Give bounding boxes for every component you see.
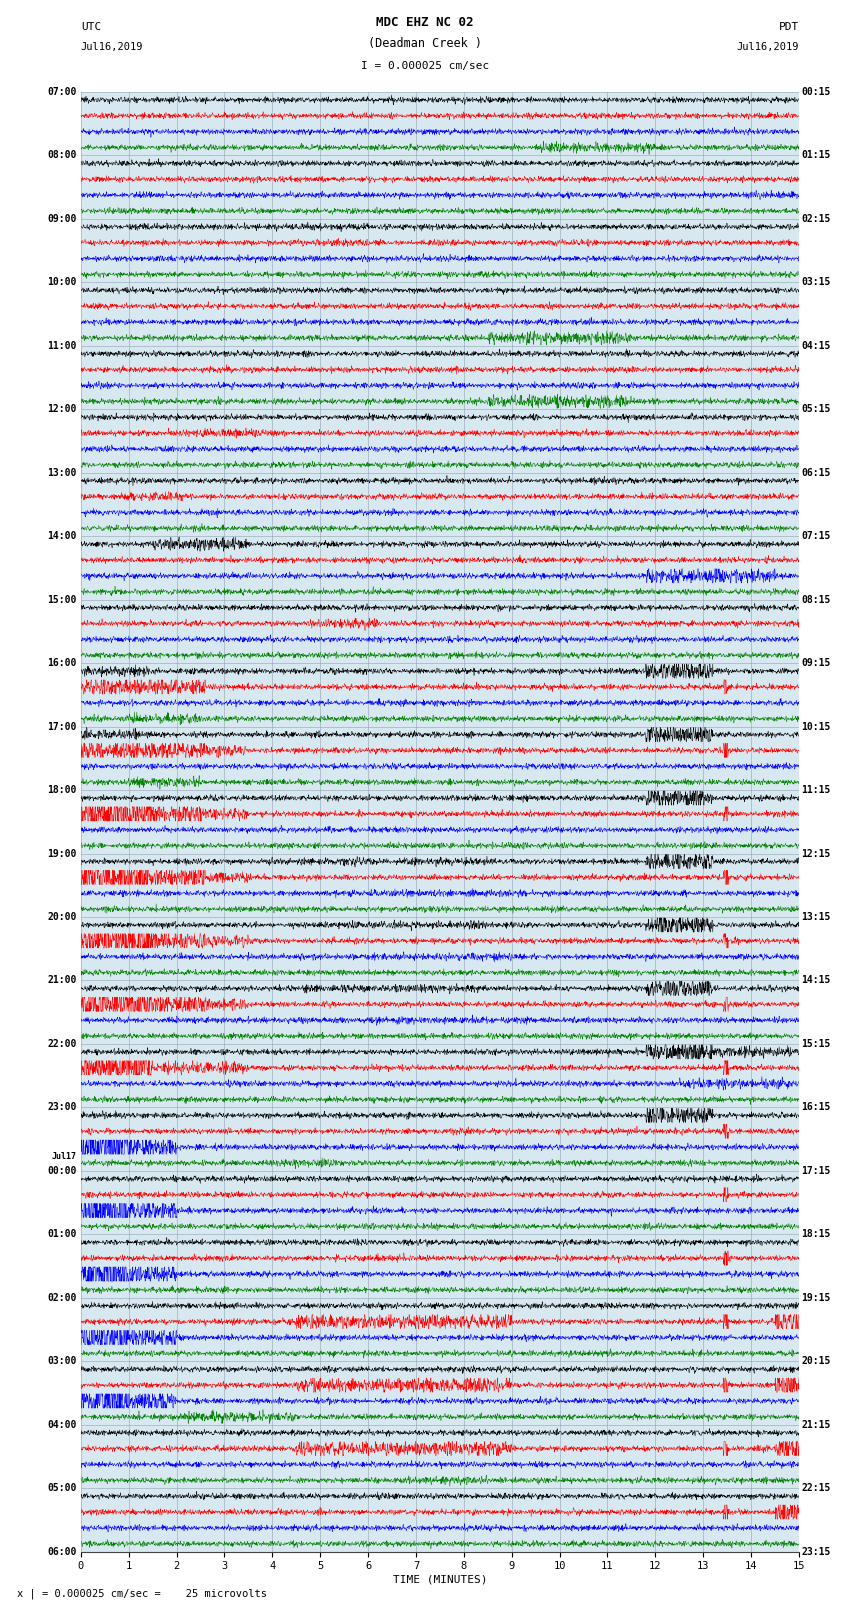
Text: MDC EHZ NC 02: MDC EHZ NC 02 — [377, 16, 473, 29]
Text: 22:00: 22:00 — [47, 1039, 76, 1048]
Text: x | = 0.000025 cm/sec =    25 microvolts: x | = 0.000025 cm/sec = 25 microvolts — [17, 1589, 267, 1598]
Text: 14:15: 14:15 — [802, 976, 831, 986]
Text: 00:00: 00:00 — [47, 1166, 76, 1176]
Text: 03:00: 03:00 — [47, 1357, 76, 1366]
Text: 07:00: 07:00 — [47, 87, 76, 97]
Text: UTC: UTC — [81, 23, 101, 32]
Text: 21:00: 21:00 — [47, 976, 76, 986]
Text: 12:00: 12:00 — [47, 405, 76, 415]
Text: 05:15: 05:15 — [802, 405, 831, 415]
Text: 21:15: 21:15 — [802, 1419, 831, 1429]
Text: PDT: PDT — [779, 23, 799, 32]
Text: Jul16,2019: Jul16,2019 — [81, 42, 144, 52]
Text: 16:00: 16:00 — [47, 658, 76, 668]
Text: 10:00: 10:00 — [47, 277, 76, 287]
Text: 05:00: 05:00 — [47, 1484, 76, 1494]
Text: 09:00: 09:00 — [47, 215, 76, 224]
X-axis label: TIME (MINUTES): TIME (MINUTES) — [393, 1574, 487, 1584]
Text: 08:15: 08:15 — [802, 595, 831, 605]
Text: 02:15: 02:15 — [802, 215, 831, 224]
Text: 03:15: 03:15 — [802, 277, 831, 287]
Text: 14:00: 14:00 — [47, 531, 76, 542]
Text: 00:15: 00:15 — [802, 87, 831, 97]
Text: 18:15: 18:15 — [802, 1229, 831, 1239]
Text: 17:15: 17:15 — [802, 1166, 831, 1176]
Text: 04:00: 04:00 — [47, 1419, 76, 1429]
Text: 01:00: 01:00 — [47, 1229, 76, 1239]
Text: 23:00: 23:00 — [47, 1102, 76, 1113]
Text: 16:15: 16:15 — [802, 1102, 831, 1113]
Text: 13:00: 13:00 — [47, 468, 76, 477]
Text: 23:15: 23:15 — [802, 1547, 831, 1557]
Text: 20:00: 20:00 — [47, 911, 76, 923]
Text: 13:15: 13:15 — [802, 911, 831, 923]
Text: 06:15: 06:15 — [802, 468, 831, 477]
Text: Jul17: Jul17 — [52, 1152, 76, 1161]
Text: 04:15: 04:15 — [802, 340, 831, 350]
Text: 19:00: 19:00 — [47, 848, 76, 858]
Text: 02:00: 02:00 — [47, 1294, 76, 1303]
Text: 18:00: 18:00 — [47, 786, 76, 795]
Text: I = 0.000025 cm/sec: I = 0.000025 cm/sec — [361, 61, 489, 71]
Text: 10:15: 10:15 — [802, 721, 831, 732]
Text: 09:15: 09:15 — [802, 658, 831, 668]
Text: (Deadman Creek ): (Deadman Creek ) — [368, 37, 482, 50]
Text: 15:00: 15:00 — [47, 595, 76, 605]
Text: 15:15: 15:15 — [802, 1039, 831, 1048]
Text: 19:15: 19:15 — [802, 1294, 831, 1303]
Text: 20:15: 20:15 — [802, 1357, 831, 1366]
Text: 12:15: 12:15 — [802, 848, 831, 858]
Text: 17:00: 17:00 — [47, 721, 76, 732]
Text: 01:15: 01:15 — [802, 150, 831, 160]
Text: 11:15: 11:15 — [802, 786, 831, 795]
Text: 07:15: 07:15 — [802, 531, 831, 542]
Text: 22:15: 22:15 — [802, 1484, 831, 1494]
Text: 08:00: 08:00 — [47, 150, 76, 160]
Text: Jul16,2019: Jul16,2019 — [736, 42, 799, 52]
Text: 06:00: 06:00 — [47, 1547, 76, 1557]
Text: 11:00: 11:00 — [47, 340, 76, 350]
